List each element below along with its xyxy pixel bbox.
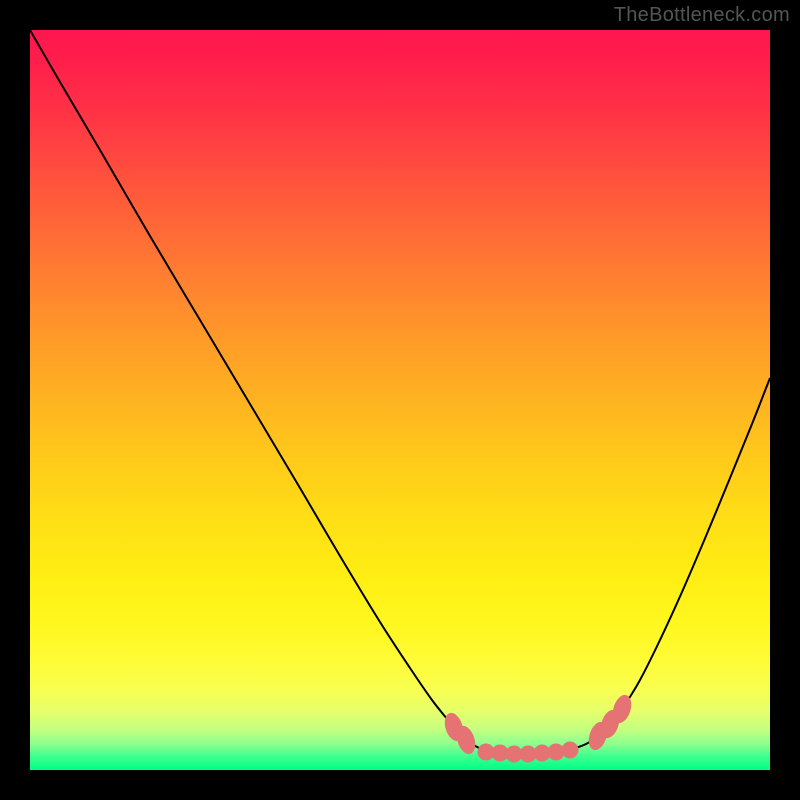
marker-dot xyxy=(562,742,578,758)
plot-background xyxy=(30,30,770,770)
chart-stage: TheBottleneck.com xyxy=(0,0,800,800)
bottleneck-chart xyxy=(0,0,800,800)
watermark-text: TheBottleneck.com xyxy=(614,4,790,27)
marker-dot xyxy=(548,744,564,760)
